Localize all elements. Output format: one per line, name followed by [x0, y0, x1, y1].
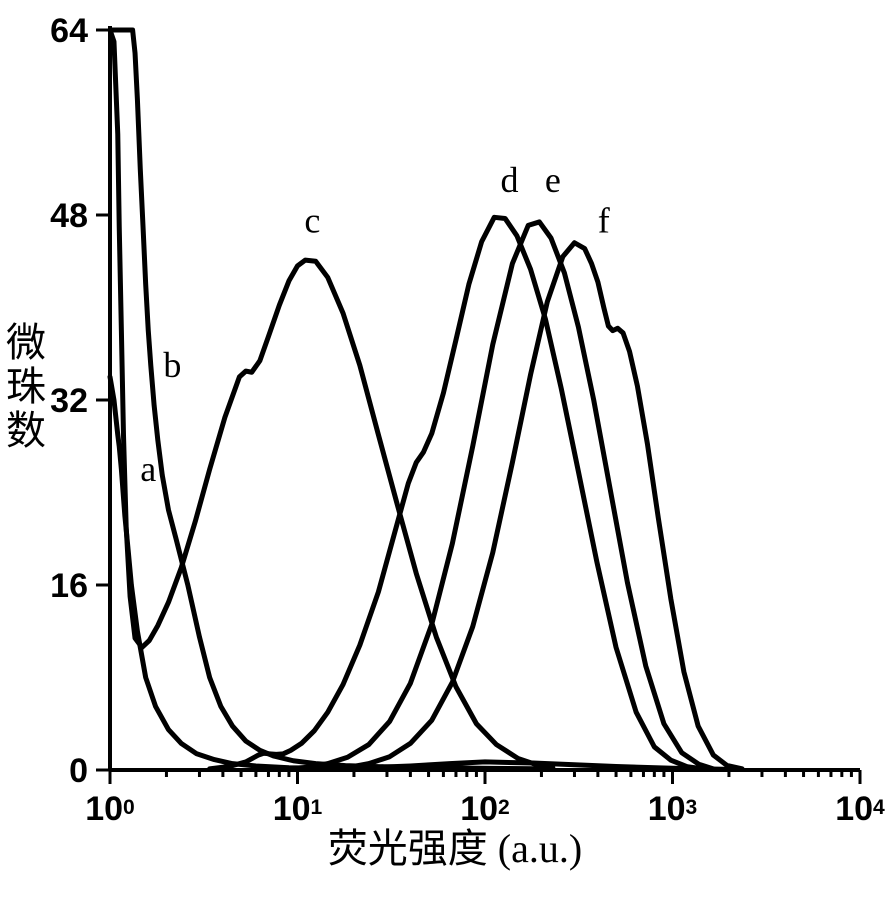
chart-canvas: 0 16 32 48 64 100 101 102 103 104 荧光强度 (a.u.) 微珠数 a b… — [0, 0, 888, 901]
x-axis-title: 荧光强度 (a.u.) — [328, 826, 582, 871]
x-tick-label: 102 — [460, 790, 510, 828]
y-tick-label: 16 — [50, 567, 88, 605]
series-label-d: d — [500, 160, 518, 200]
x-tick-label: 100 — [85, 790, 135, 828]
x-tick-label: 101 — [273, 790, 323, 828]
x-tick-label: 103 — [648, 790, 698, 828]
y-axis-title: 珠 — [6, 364, 46, 409]
series-e — [289, 222, 713, 769]
x-tick-label: 104 — [835, 790, 885, 828]
flow-cytometry-histogram: 0 16 32 48 64 100 101 102 103 104 荧光强度 (a.u.) 微珠数 a b… — [0, 0, 888, 901]
y-tick-label: 48 — [50, 197, 88, 235]
y-tick-label: 0 — [69, 752, 88, 790]
y-tick-label: 32 — [50, 382, 88, 420]
series-label-f: f — [598, 200, 610, 240]
series-label-e: e — [545, 160, 561, 200]
y-tick-label: 64 — [50, 12, 88, 50]
series-label-a: a — [140, 449, 156, 489]
series-label-c: c — [304, 200, 320, 240]
series-c — [110, 30, 553, 768]
y-axis-title: 数 — [6, 408, 46, 453]
y-axis-title: 微 — [6, 320, 46, 365]
series-label-b: b — [163, 345, 181, 385]
series-f — [331, 243, 743, 769]
